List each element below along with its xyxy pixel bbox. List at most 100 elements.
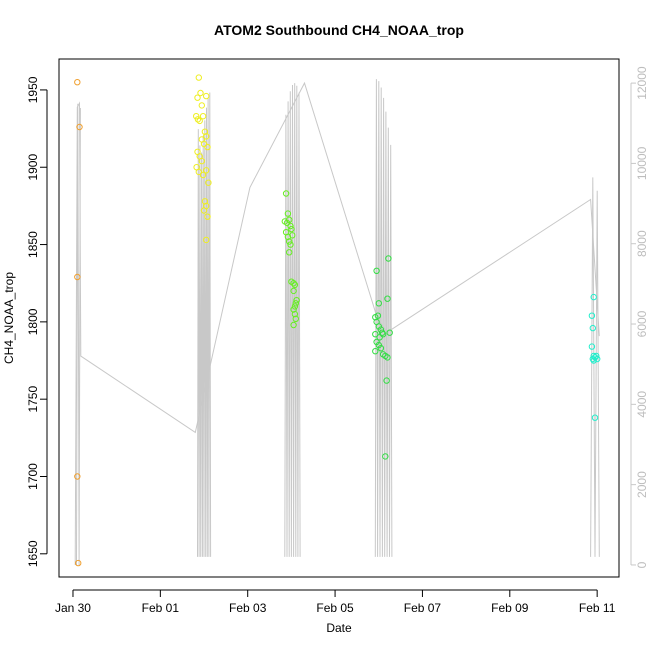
data-point	[290, 287, 297, 295]
data-point	[203, 167, 210, 174]
data-point	[286, 238, 293, 245]
data-point	[198, 102, 206, 109]
data-point	[291, 310, 299, 318]
data-point	[197, 89, 204, 97]
data-point	[204, 213, 211, 220]
data-point	[200, 207, 208, 214]
data-point	[373, 267, 380, 274]
x-tick-label: Feb 11	[579, 601, 616, 615]
y2-tick-label: 0	[635, 561, 649, 568]
data-point	[590, 357, 597, 364]
data-point	[205, 179, 212, 186]
y2-tick-label: 8000	[635, 230, 649, 257]
data-point	[291, 303, 299, 310]
y-tick-label: 1700	[26, 463, 40, 490]
data-point	[203, 236, 210, 244]
data-point	[203, 92, 210, 100]
data-point	[382, 453, 389, 460]
data-point	[284, 210, 292, 217]
plot-frame	[58, 58, 620, 578]
altitude-profile-burst	[76, 103, 81, 566]
data-point	[291, 281, 299, 288]
data-point	[372, 331, 379, 338]
data-point	[195, 168, 203, 176]
data-point	[198, 157, 206, 165]
data-point	[286, 249, 293, 256]
data-point	[383, 377, 390, 384]
data-point	[290, 280, 297, 287]
data-point	[74, 273, 81, 281]
data-point	[282, 190, 290, 197]
data-point	[199, 113, 207, 120]
data-point	[375, 300, 382, 307]
y-tick-label: 1650	[26, 540, 40, 567]
y-axis-label: CH4_NOAA_trop	[2, 272, 16, 364]
data-point	[76, 123, 83, 131]
data-point	[201, 128, 209, 135]
data-point	[379, 331, 387, 338]
data-point	[290, 321, 297, 329]
altitude-profile-burst	[197, 92, 212, 557]
data-point	[591, 414, 599, 421]
axes: Jan 30 Feb 01 Feb 03 Feb 05 Feb 07 Feb 09 Feb …	[26, 66, 649, 615]
data-point	[588, 343, 596, 350]
data-point	[377, 345, 385, 352]
data-point	[74, 473, 81, 480]
altitude-profile-burst	[374, 79, 393, 557]
data-point	[286, 216, 293, 224]
x-tick-label: Feb 03	[229, 601, 267, 615]
data-point	[201, 198, 209, 205]
y-tick-label: 1750	[26, 386, 40, 413]
data-point	[193, 113, 200, 120]
data-point	[376, 334, 383, 341]
data-point	[290, 306, 297, 313]
data-point	[198, 136, 206, 143]
data-point	[289, 232, 296, 239]
data-point	[372, 348, 379, 355]
y-tick-label: 1850	[26, 231, 40, 258]
y2-tick-label: 6000	[635, 310, 649, 337]
data-point	[292, 300, 299, 307]
data-point	[594, 355, 601, 363]
data-points	[74, 74, 601, 567]
data-point	[194, 94, 201, 101]
y-tick-label: 1900	[26, 154, 40, 181]
altitude-profile-burst	[590, 177, 600, 557]
x-tick-label: Feb 09	[491, 601, 529, 615]
data-point	[385, 255, 392, 262]
altitude-trace	[74, 79, 600, 566]
chart-title: ATOM2 Southbound CH4_NOAA_trop	[214, 22, 464, 38]
data-point	[75, 559, 82, 567]
data-point	[593, 352, 600, 360]
data-point	[292, 315, 299, 322]
data-point	[195, 74, 203, 81]
data-point	[194, 116, 202, 123]
data-point	[374, 312, 382, 319]
y2-tick-label: 12000	[635, 66, 649, 100]
data-point	[293, 297, 300, 304]
data-point	[287, 241, 294, 248]
data-point	[386, 329, 393, 336]
y2-tick-label: 2000	[635, 471, 649, 498]
data-point	[590, 352, 597, 360]
x-tick-label: Feb 01	[142, 601, 180, 615]
x-tick-label: Jan 30	[55, 601, 91, 615]
x-tick-label: Feb 07	[404, 601, 442, 615]
data-point	[588, 312, 596, 319]
y-tick-label: 1800	[26, 308, 40, 335]
data-point	[384, 354, 391, 361]
altitude-profile-burst	[284, 83, 301, 557]
y2-tick-label: 10000	[635, 146, 649, 180]
data-point	[384, 295, 391, 302]
data-point	[203, 133, 210, 140]
data-point	[74, 79, 81, 86]
x-axis-label: Date	[326, 621, 352, 635]
data-point	[288, 225, 295, 233]
data-point	[590, 293, 597, 301]
y2-tick-label: 4000	[635, 391, 649, 418]
data-point	[287, 222, 294, 230]
data-point	[196, 117, 203, 125]
data-point	[589, 324, 596, 332]
data-point	[199, 171, 207, 179]
